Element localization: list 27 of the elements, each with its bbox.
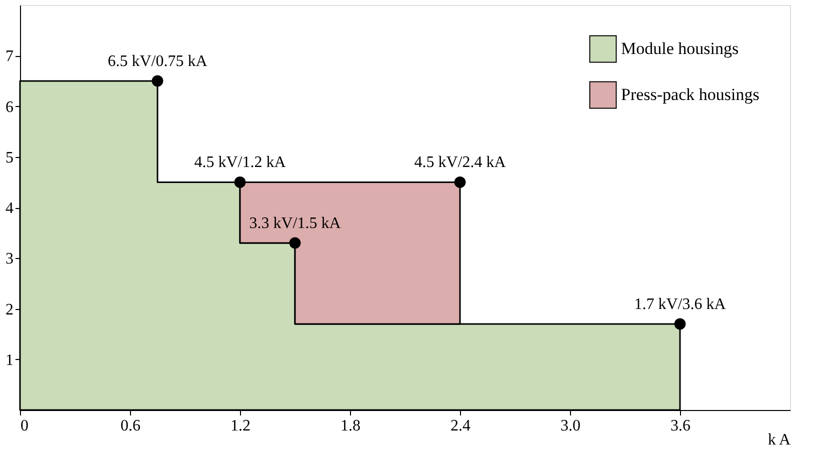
annotation: 3.3 kV/1.5 kA [249,214,342,232]
y-tick-label: 7 [6,48,14,66]
annotation: 4.5 kV/2.4 kA [414,154,506,172]
x-tick-label: 2.4 [450,418,470,434]
point [152,75,164,87]
y-tick-label: 1 [6,352,14,369]
annotation: 6.5 kV/0.75 kA [108,52,208,70]
x-tick-label: 0 [20,418,28,434]
point [234,176,246,188]
x-tick-label: 0.6 [120,418,140,434]
y-tick-label: 6 [6,98,14,116]
point [674,318,686,330]
y-tick-label: 4 [6,200,14,217]
y-tick-label: 5 [6,149,14,166]
legend-label: Press-pack housings [621,85,760,104]
legend-label: Module housings [621,39,739,58]
x-tick-label: 3.6 [670,418,690,434]
point [289,237,301,249]
annotation: 4.5 kV/1.2 kA [194,154,286,172]
annotation: 1.7 kV/3.6 kA [634,296,726,313]
x-tick-label: 3.0 [560,418,580,434]
x-tick-label: 1.8 [340,418,360,434]
point [454,176,466,188]
y-tick-label: 3 [6,250,14,268]
x-tick-label: 1.2 [230,418,250,434]
y-tick-label: 2 [6,301,14,318]
x-axis-title: k A [768,432,791,448]
